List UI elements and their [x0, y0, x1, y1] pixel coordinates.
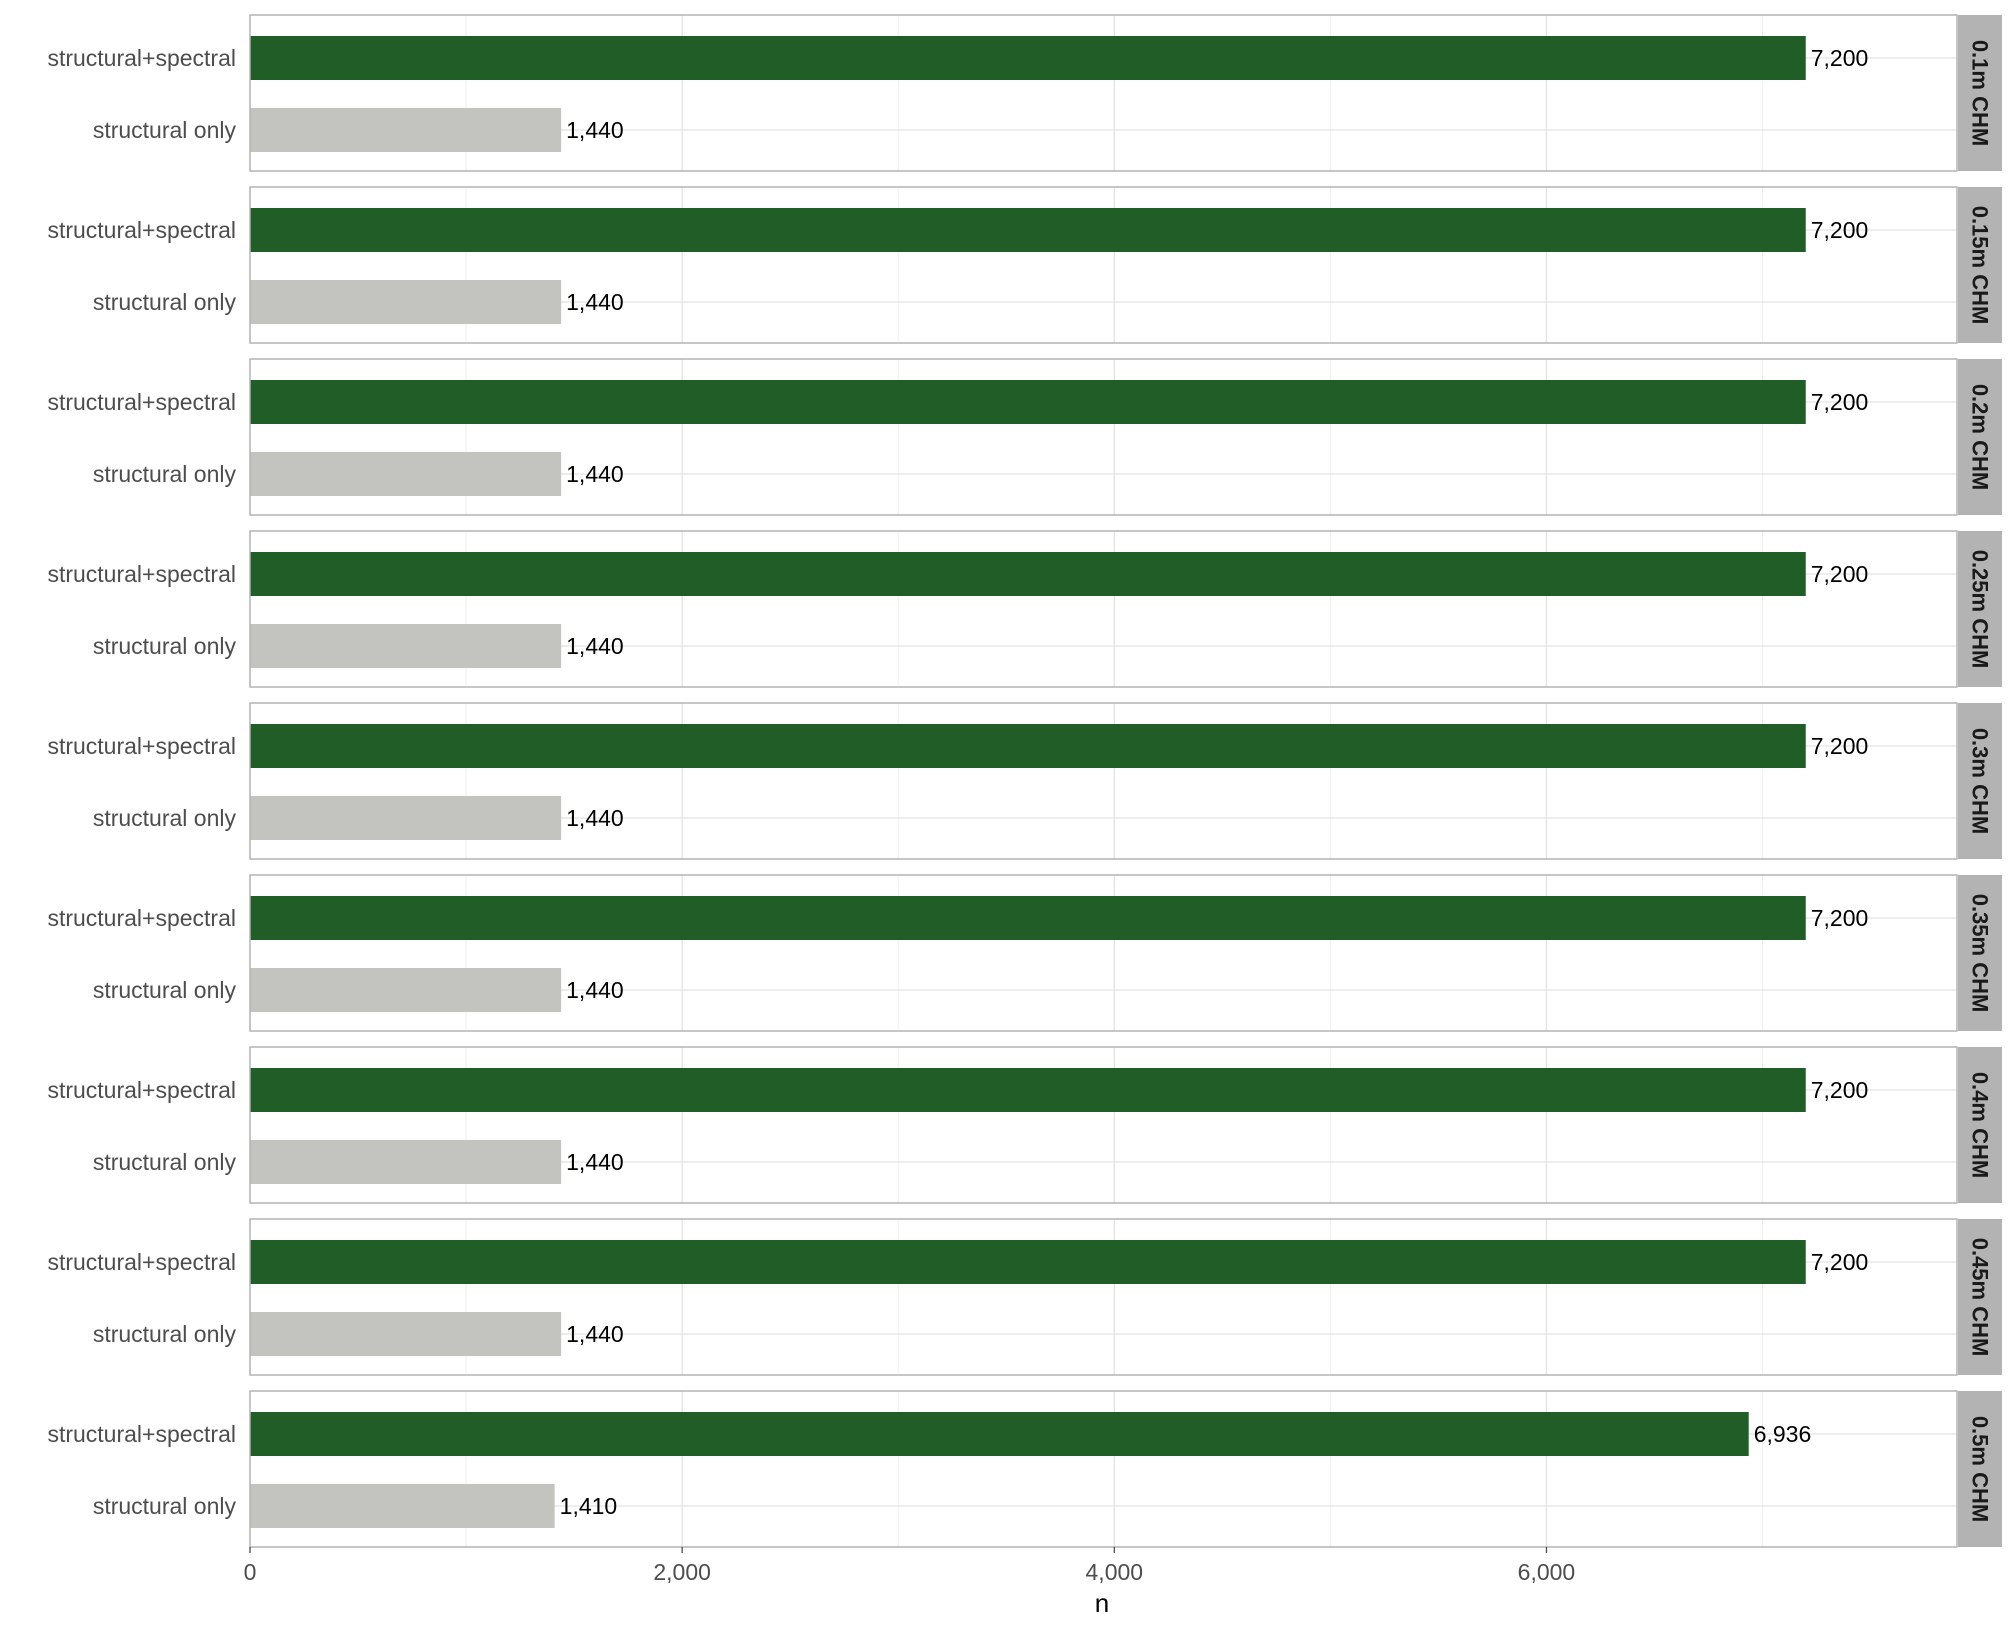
facet-strip [1958, 1391, 2002, 1547]
bar-value-label: 7,200 [1811, 733, 1869, 759]
bar-structural-only [250, 624, 562, 668]
category-label: structural only [93, 461, 237, 487]
category-label: structural+spectral [47, 1421, 236, 1447]
panel-border [249, 358, 1958, 516]
category-label: structural+spectral [47, 733, 236, 759]
bar-structural-spectral [250, 896, 1806, 940]
category-label: structural only [93, 1321, 237, 1347]
category-label: structural+spectral [47, 1249, 236, 1275]
bar-value-label: 7,200 [1811, 561, 1869, 587]
bar-structural-only [250, 1312, 562, 1356]
facet-strip-label: 0.1m CHM [1968, 40, 1993, 146]
panel-border [249, 530, 1958, 688]
facet-strip-label: 0.35m CHM [1968, 894, 1993, 1013]
bar-value-label: 6,936 [1754, 1421, 1812, 1447]
bar-structural-only [250, 108, 562, 152]
bar-structural-spectral [250, 724, 1806, 768]
facet-strip-label: 0.3m CHM [1968, 728, 1993, 834]
facet-strip-label: 0.5m CHM [1968, 1416, 1993, 1522]
facet-strip [1958, 15, 2002, 171]
bar-structural-only [250, 968, 562, 1012]
facet-strip [1958, 703, 2002, 859]
category-label: structural only [93, 977, 237, 1003]
category-label: structural+spectral [47, 217, 236, 243]
x-tick-label: 6,000 [1518, 1559, 1576, 1585]
x-tick-label: 4,000 [1086, 1559, 1144, 1585]
bar-value-label: 1,440 [566, 1149, 624, 1175]
facet-panel: 7,200 structural+spectral 1,440 structural … [47, 530, 2002, 688]
facet-strip [1958, 1219, 2002, 1375]
bar-value-label: 1,440 [566, 977, 624, 1003]
category-label: structural only [93, 633, 237, 659]
bar-value-label: 1,440 [566, 461, 624, 487]
bar-value-label: 1,440 [566, 1321, 624, 1347]
bar-structural-only [250, 280, 562, 324]
category-label: structural only [93, 1493, 237, 1519]
bar-structural-spectral [250, 36, 1806, 80]
bar-structural-spectral [250, 208, 1806, 252]
facet-strip [1958, 531, 2002, 687]
bar-value-label: 7,200 [1811, 1249, 1869, 1275]
bar-structural-only [250, 452, 562, 496]
bar-structural-spectral [250, 552, 1806, 596]
panel-border [249, 1046, 1958, 1204]
facet-strip-label: 0.4m CHM [1968, 1072, 1993, 1178]
category-label: structural+spectral [47, 1077, 236, 1103]
facet-panel: 7,200 structural+spectral 1,440 structural … [47, 186, 2002, 344]
category-label: structural+spectral [47, 45, 236, 71]
bar-value-label: 1,410 [560, 1493, 618, 1519]
bar-value-label: 1,440 [566, 805, 624, 831]
facet-panel: 7,200 structural+spectral 1,440 structural … [47, 358, 2002, 516]
bar-value-label: 1,440 [566, 633, 624, 659]
x-axis: 0 2,000 4,000 6,000 [244, 1547, 1576, 1585]
bar-structural-spectral [250, 1068, 1806, 1112]
category-label: structural only [93, 1149, 237, 1175]
category-label: structural+spectral [47, 389, 236, 415]
bar-value-label: 1,440 [566, 289, 624, 315]
facet-strip-label: 0.15m CHM [1968, 206, 1993, 325]
panel-border [249, 1218, 1958, 1376]
facet-panel: 7,200 structural+spectral 1,440 structural … [47, 1046, 2002, 1204]
bar-value-label: 7,200 [1811, 389, 1869, 415]
facet-panel: 6,936 structural+spectral 1,410 structural … [47, 1390, 2002, 1548]
panel-border [249, 14, 1958, 172]
chart-panels: 7,200 structural+spectral 1,440 structural … [47, 14, 2002, 1548]
bar-structural-spectral [250, 1412, 1749, 1456]
facet-strip [1958, 1047, 2002, 1203]
facet-panel: 7,200 structural+spectral 1,440 structural … [47, 874, 2002, 1032]
facet-panel: 7,200 structural+spectral 1,440 structural … [47, 1218, 2002, 1376]
panel-border [249, 874, 1958, 1032]
bar-structural-only [250, 796, 562, 840]
bar-structural-spectral [250, 380, 1806, 424]
bar-structural-only [250, 1140, 562, 1184]
bar-value-label: 7,200 [1811, 905, 1869, 931]
bar-value-label: 7,200 [1811, 1077, 1869, 1103]
bar-structural-spectral [250, 1240, 1806, 1284]
panel-border [249, 702, 1958, 860]
panel-border [249, 186, 1958, 344]
bar-value-label: 1,440 [566, 117, 624, 143]
facet-strip [1958, 187, 2002, 343]
facet-strip-label: 0.2m CHM [1968, 384, 1993, 490]
facet-strip [1958, 875, 2002, 1031]
bar-value-label: 7,200 [1811, 217, 1869, 243]
facet-strip-label: 0.25m CHM [1968, 550, 1993, 669]
category-label: structural only [93, 805, 237, 831]
facet-panel: 7,200 structural+spectral 1,440 structural … [47, 14, 2002, 172]
category-label: structural+spectral [47, 905, 236, 931]
facet-panel: 7,200 structural+spectral 1,440 structural … [47, 702, 2002, 860]
bar-structural-only [250, 1484, 555, 1528]
x-tick-label: 0 [244, 1559, 257, 1585]
facet-strip-label: 0.45m CHM [1968, 1238, 1993, 1357]
x-axis-title: n [1095, 1588, 1109, 1618]
bar-value-label: 7,200 [1811, 45, 1869, 71]
x-tick-label: 2,000 [653, 1559, 711, 1585]
panel-border [249, 1390, 1958, 1548]
category-label: structural+spectral [47, 561, 236, 587]
facet-strip [1958, 359, 2002, 515]
category-label: structural only [93, 289, 237, 315]
category-label: structural only [93, 117, 237, 143]
